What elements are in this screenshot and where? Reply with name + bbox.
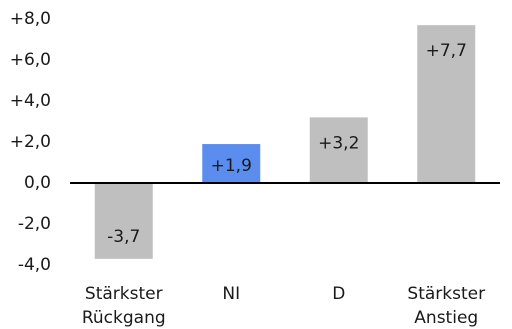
category-label: D bbox=[332, 284, 345, 304]
bar bbox=[417, 25, 476, 184]
y-tick-label: +6,0 bbox=[10, 50, 51, 70]
y-tick-label: +2,0 bbox=[10, 132, 51, 152]
bar-value-label: +7,7 bbox=[426, 41, 467, 61]
y-tick-label: +4,0 bbox=[10, 91, 51, 111]
y-tick-label: 0,0 bbox=[24, 173, 51, 193]
bar-value-label: +3,2 bbox=[318, 133, 359, 153]
y-tick-label: +8,0 bbox=[10, 9, 51, 29]
category-label: Stärkster bbox=[407, 284, 485, 304]
bar-value-label: +1,9 bbox=[211, 156, 252, 176]
category-label: Stärkster bbox=[85, 284, 163, 304]
category-label: Rückgang bbox=[82, 308, 166, 328]
bar bbox=[309, 117, 368, 183]
category-label: Anstieg bbox=[414, 308, 478, 328]
category-label: NI bbox=[222, 284, 240, 304]
y-tick-label: -4,0 bbox=[18, 255, 51, 275]
y-tick-label: -2,0 bbox=[18, 214, 51, 234]
bar-value-label: -3,7 bbox=[107, 227, 140, 247]
bar bbox=[202, 144, 261, 183]
bar bbox=[94, 183, 153, 259]
